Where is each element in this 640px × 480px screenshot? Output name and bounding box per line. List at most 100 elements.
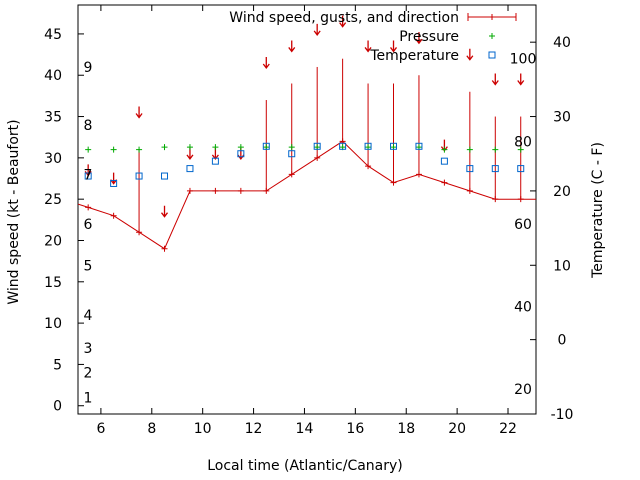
y2-tick-label: 30 xyxy=(553,110,571,126)
beaufort-label: 6 xyxy=(84,217,93,233)
temperature-point xyxy=(517,165,525,173)
temperature-point xyxy=(237,150,245,158)
wind-point xyxy=(390,179,397,186)
y2-tick-label: 0 xyxy=(558,333,567,349)
temperature-point xyxy=(186,165,194,173)
temperature-point xyxy=(161,172,169,180)
legend-swatch-temperature xyxy=(488,51,496,59)
wind-direction-arrow xyxy=(389,40,398,53)
temperature-point xyxy=(466,165,474,173)
pressure-point xyxy=(186,144,193,151)
temperature-point xyxy=(262,142,270,150)
wind-point xyxy=(492,196,499,203)
beaufort-label: 2 xyxy=(84,366,93,382)
y-tick-label: 15 xyxy=(44,275,62,291)
y2-tick-label: 10 xyxy=(553,258,571,274)
legend: Wind speed, gusts, and direction Pressure… xyxy=(229,10,517,64)
pressure-point xyxy=(466,146,473,153)
wind-speed-line xyxy=(78,140,536,250)
wind-direction-arrow xyxy=(364,40,372,53)
x-tick-label: 10 xyxy=(194,421,212,437)
wind-point xyxy=(161,245,168,252)
wind-direction-arrow xyxy=(110,172,118,185)
wind-point xyxy=(263,187,270,194)
y2-tick-label: 20 xyxy=(553,184,571,200)
wind-direction-arrow xyxy=(466,48,474,61)
y-axis-label: Wind speed (kt - Beaufort) xyxy=(6,119,22,304)
pressure-point xyxy=(110,146,117,153)
x-tick-label: 14 xyxy=(296,421,314,437)
fahrenheit-label: 60 xyxy=(514,217,532,233)
temperature-point xyxy=(415,142,423,150)
pressure-point xyxy=(517,146,524,153)
wind-point xyxy=(466,187,473,194)
legend-label: Wind speed, gusts, and direction xyxy=(229,10,459,26)
y-tick-label: 10 xyxy=(44,316,62,332)
y-tick-label: 5 xyxy=(53,357,62,373)
wind-point xyxy=(186,187,193,194)
fahrenheit-label: 80 xyxy=(514,134,532,150)
wind-point xyxy=(415,171,422,178)
beaufort-label: 5 xyxy=(84,258,93,274)
beaufort-label: 4 xyxy=(84,308,93,324)
temperature-point xyxy=(211,157,219,165)
wind-direction-arrow xyxy=(262,56,270,70)
pressure-point xyxy=(85,146,92,153)
pressure-point xyxy=(212,144,219,151)
temperature-point xyxy=(339,142,347,150)
wind-direction-arrow xyxy=(288,40,296,53)
x-tick-label: 8 xyxy=(147,421,156,437)
wind-point xyxy=(212,187,219,194)
plot-border xyxy=(77,4,537,415)
temperature-point xyxy=(288,150,296,158)
pressure-point xyxy=(136,146,143,153)
legend-label: Temperature xyxy=(369,48,459,64)
temperature-point xyxy=(440,157,448,165)
x-tick-label: 20 xyxy=(448,421,466,437)
wind-point xyxy=(365,163,372,170)
fahrenheit-label: 40 xyxy=(514,300,532,316)
y2-axis-ticks: -10 0 10 20 30 40 xyxy=(530,35,573,423)
wind-point xyxy=(517,196,524,203)
legend-swatch-pressure xyxy=(489,33,495,39)
wind-point xyxy=(110,212,117,219)
wind-point xyxy=(288,171,295,178)
temperature-point xyxy=(364,142,372,150)
beaufort-label: 7 xyxy=(84,167,93,183)
temperature-point xyxy=(491,165,499,173)
y-tick-label: 25 xyxy=(44,192,62,208)
y-tick-label: 0 xyxy=(53,399,62,415)
wind-direction-arrow xyxy=(517,73,525,86)
pressure-point xyxy=(237,144,244,151)
wind-point xyxy=(314,154,321,161)
y-axis-ticks: 0 5 10 15 20 25 30 35 40 45 xyxy=(44,27,84,415)
fahrenheit-labels: 20 40 60 80 100 xyxy=(510,52,537,399)
temperature-point xyxy=(390,142,398,150)
wind-direction-arrow xyxy=(135,106,143,119)
x-axis-label: Local time (Atlantic/Canary) xyxy=(207,458,403,474)
beaufort-labels: 1 2 3 4 5 6 7 8 9 xyxy=(84,60,93,407)
x-tick-label: 12 xyxy=(245,421,263,437)
wind-direction-arrow xyxy=(160,205,169,218)
wind-direction-arrow xyxy=(415,32,423,45)
y-tick-label: 35 xyxy=(44,110,62,126)
pressure-point xyxy=(288,144,295,151)
y-tick-label: 30 xyxy=(44,151,62,167)
y-tick-label: 45 xyxy=(44,27,62,43)
wind-direction-arrow xyxy=(339,15,347,28)
x-tick-label: 18 xyxy=(397,421,415,437)
plot-frame xyxy=(77,4,537,415)
wind-direction-arrow xyxy=(313,23,321,37)
y2-tick-label: 40 xyxy=(553,35,571,51)
wind-point xyxy=(85,204,92,211)
legend-label: Pressure xyxy=(399,29,459,45)
pressure-point xyxy=(161,144,168,151)
wind-point xyxy=(237,187,244,194)
pressure-point xyxy=(492,146,499,153)
x-tick-label: 16 xyxy=(346,421,364,437)
plot-area xyxy=(78,15,536,252)
x-tick-label: 22 xyxy=(499,421,517,437)
x-axis-ticks: 6 8 10 12 14 16 18 20 22 xyxy=(96,5,517,437)
temperature-point xyxy=(135,172,143,180)
temperature-point xyxy=(84,172,92,180)
